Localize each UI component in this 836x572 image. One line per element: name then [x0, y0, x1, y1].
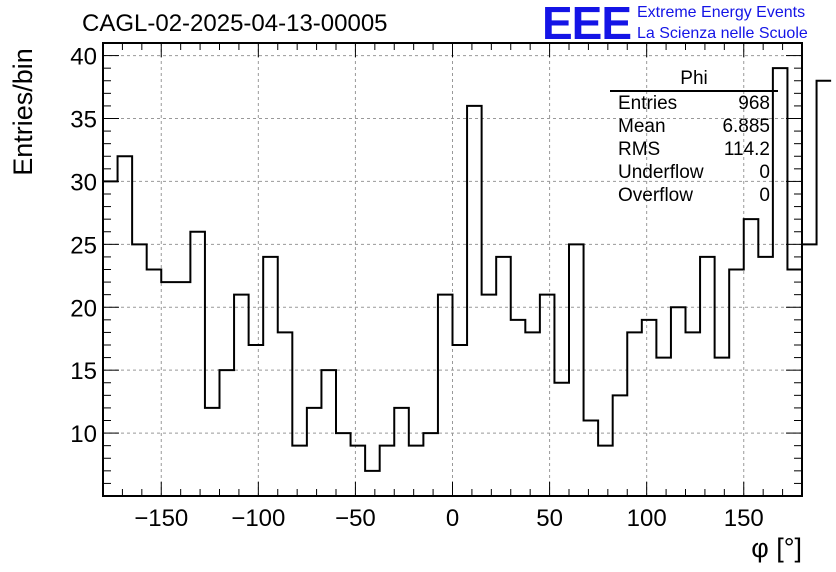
- x-tick-label: 50: [536, 505, 563, 532]
- x-axis-label: φ [°]: [751, 533, 802, 563]
- histogram-series: [103, 67, 832, 472]
- x-tick-label: 150: [724, 505, 764, 532]
- x-tick-label: 100: [627, 505, 667, 532]
- y-tick-label: 15: [70, 358, 97, 385]
- stat-value: 0: [759, 185, 770, 206]
- x-axis: −150 −100 −50 0 50 100 150: [102, 43, 803, 532]
- stat-row-mean: Mean 6.885: [618, 116, 770, 138]
- y-tick-label: 25: [70, 232, 97, 259]
- stat-value: 6.885: [722, 116, 770, 137]
- y-tick-label: 20: [70, 295, 97, 322]
- stat-label: Overflow: [618, 185, 693, 206]
- logo-line-1: Extreme Energy Events: [637, 4, 806, 21]
- y-tick-label: 40: [70, 44, 97, 71]
- logo-line-2: La Scienza nelle Scuole: [637, 25, 808, 42]
- stat-row-rms: RMS 114.2: [618, 139, 770, 161]
- x-tick-label: −150: [134, 505, 188, 532]
- y-tick-label: 30: [70, 169, 97, 196]
- stats-title: Phi: [680, 68, 708, 89]
- stat-value: 968: [738, 93, 770, 114]
- stat-row-underflow: Underflow 0: [618, 162, 770, 184]
- stat-value: 0: [759, 162, 770, 183]
- x-tick-label: −100: [231, 505, 285, 532]
- stat-label: Underflow: [618, 162, 704, 183]
- x-tick-label: 0: [446, 505, 459, 532]
- stat-row-entries: Entries 968: [618, 93, 770, 115]
- stat-label: Mean: [618, 116, 666, 137]
- stat-value: 114.2: [723, 139, 770, 160]
- y-tick-label: 10: [70, 421, 97, 448]
- stats-divider: [610, 90, 778, 92]
- stat-label: RMS: [618, 139, 661, 160]
- x-tick-label: −50: [335, 505, 376, 532]
- eee-logo: EEE: [542, 0, 632, 49]
- y-axis: 10 15 20 25 30 35 40: [70, 44, 802, 484]
- chart-title: CAGL-02-2025-04-13-00005: [82, 10, 388, 37]
- stat-row-overflow: Overflow 0: [618, 185, 770, 207]
- y-tick-label: 35: [70, 107, 97, 134]
- y-axis-label: Entries/bin: [8, 48, 38, 176]
- stat-label: Entries: [618, 93, 678, 114]
